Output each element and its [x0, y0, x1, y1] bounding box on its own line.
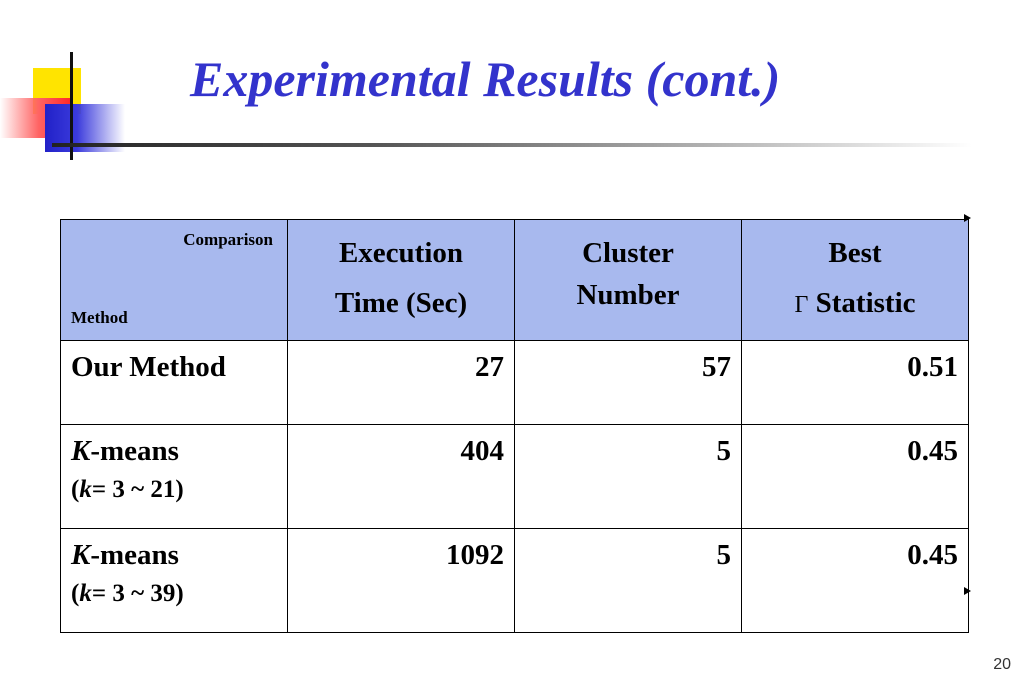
- page-number: 20: [993, 656, 1011, 673]
- gamma-statistic-cell: 0.51: [741, 340, 969, 425]
- corner-header-top: Comparison: [183, 230, 273, 249]
- method-name: Our Method: [71, 351, 226, 383]
- method-parameter-open: (: [71, 580, 80, 607]
- cluster-number-cell: 5: [514, 424, 742, 529]
- cluster-number-cell: 57: [514, 340, 742, 425]
- method-name: -means: [90, 435, 179, 467]
- method-parameter-symbol: k: [79, 580, 92, 607]
- header-best-line1: Best: [828, 237, 882, 269]
- header-statistic-line2: Γ Statistic: [742, 278, 968, 330]
- table-row: Our Method 27 57 0.51: [60, 340, 969, 425]
- gamma-statistic-cell: 0.45: [741, 528, 969, 633]
- title-underline: [52, 143, 972, 147]
- header-execution-time-line1: Execution: [338, 237, 464, 269]
- method-parameter-symbol: k: [79, 476, 92, 503]
- header-cluster-number-line1: Cluster: [582, 237, 674, 269]
- execution-time-cell: 27: [287, 340, 515, 425]
- header-execution-time-line2: Time (Sec): [334, 287, 468, 319]
- slide-logo-decoration: [0, 0, 160, 165]
- logo-vertical-line: [70, 52, 73, 160]
- method-parameter-rest: = 3 ~ 39): [91, 580, 184, 607]
- method-parameter-open: (: [71, 476, 80, 503]
- slide-title: Experimental Results (cont.): [190, 51, 781, 107]
- table-corner-arrow-top: [964, 214, 971, 222]
- execution-time-cell: 404: [287, 424, 515, 529]
- header-cluster-number: Cluster Number: [514, 219, 742, 341]
- header-best-gamma-statistic: Best Γ Statistic: [741, 219, 969, 341]
- method-italic-prefix: K: [71, 435, 91, 467]
- table-row: K-means (k= 3 ~ 39) 1092 5 0.45: [60, 528, 969, 633]
- table-row: K-means (k= 3 ~ 21) 404 5 0.45: [60, 424, 969, 529]
- method-cell: K-means (k= 3 ~ 21): [60, 424, 288, 529]
- header-cluster-number-line2: Number: [576, 279, 680, 311]
- header-execution-time: Execution Time (Sec): [287, 219, 515, 341]
- table-corner-arrow-bottom: [964, 587, 971, 595]
- gamma-symbol: Γ: [794, 292, 809, 318]
- method-italic-prefix: K: [71, 539, 91, 571]
- corner-header-cell: Comparison Method: [60, 219, 288, 341]
- gamma-statistic-cell: 0.45: [741, 424, 969, 529]
- execution-time-cell: 1092: [287, 528, 515, 633]
- header-statistic-word: Statistic: [815, 287, 916, 319]
- method-name: -means: [90, 539, 179, 571]
- method-parameter-rest: = 3 ~ 21): [91, 476, 184, 503]
- method-cell: Our Method: [60, 340, 288, 425]
- method-parameter-range: (k= 3 ~ 39): [71, 580, 287, 608]
- method-cell: K-means (k= 3 ~ 39): [60, 528, 288, 633]
- results-table: Comparison Method Execution Time (Sec) C…: [60, 219, 969, 633]
- table-header-row: Comparison Method Execution Time (Sec) C…: [60, 219, 969, 341]
- corner-header-bottom: Method: [71, 308, 128, 327]
- method-parameter-range: (k= 3 ~ 21): [71, 476, 287, 504]
- cluster-number-cell: 5: [514, 528, 742, 633]
